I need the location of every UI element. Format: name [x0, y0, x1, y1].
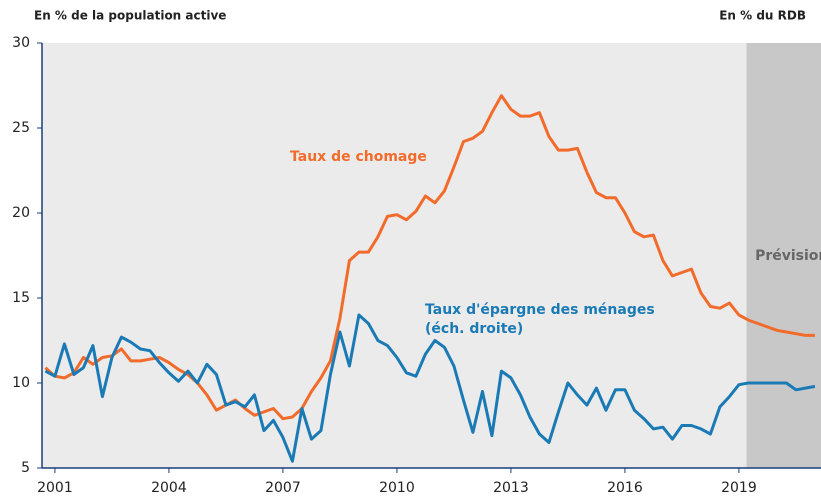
plot-background — [42, 43, 821, 468]
x-tick-label: 2010 — [379, 480, 415, 496]
x-tick-label: 2004 — [151, 480, 187, 496]
x-tick-label: 2019 — [721, 480, 757, 496]
y-axis-label: En % de la population active — [34, 9, 226, 23]
x-tick-label: 2016 — [607, 480, 643, 496]
forecast-region — [746, 43, 821, 468]
y2-axis-label: En % du RDB — [719, 9, 806, 23]
x-tick-label: 2013 — [493, 480, 529, 496]
y-tick-label: 20 — [12, 205, 30, 221]
forecast-label: Prévision — [755, 248, 821, 264]
series-line — [44, 94, 815, 421]
series-label: (éch. droite) — [425, 321, 523, 337]
series-label: Taux d'épargne des ménages — [425, 302, 655, 318]
y-tick-label: 30 — [12, 35, 30, 51]
y-tick-label: 15 — [12, 290, 30, 306]
x-tick-label: 2007 — [265, 480, 301, 496]
y-tick-label: 10 — [12, 375, 30, 391]
y-tick-label: 25 — [12, 120, 30, 136]
series-line — [44, 313, 816, 463]
series-label: Taux de chomage — [290, 149, 427, 165]
x-tick-label: 2001 — [37, 480, 73, 496]
y-tick-label: 5 — [21, 460, 30, 476]
